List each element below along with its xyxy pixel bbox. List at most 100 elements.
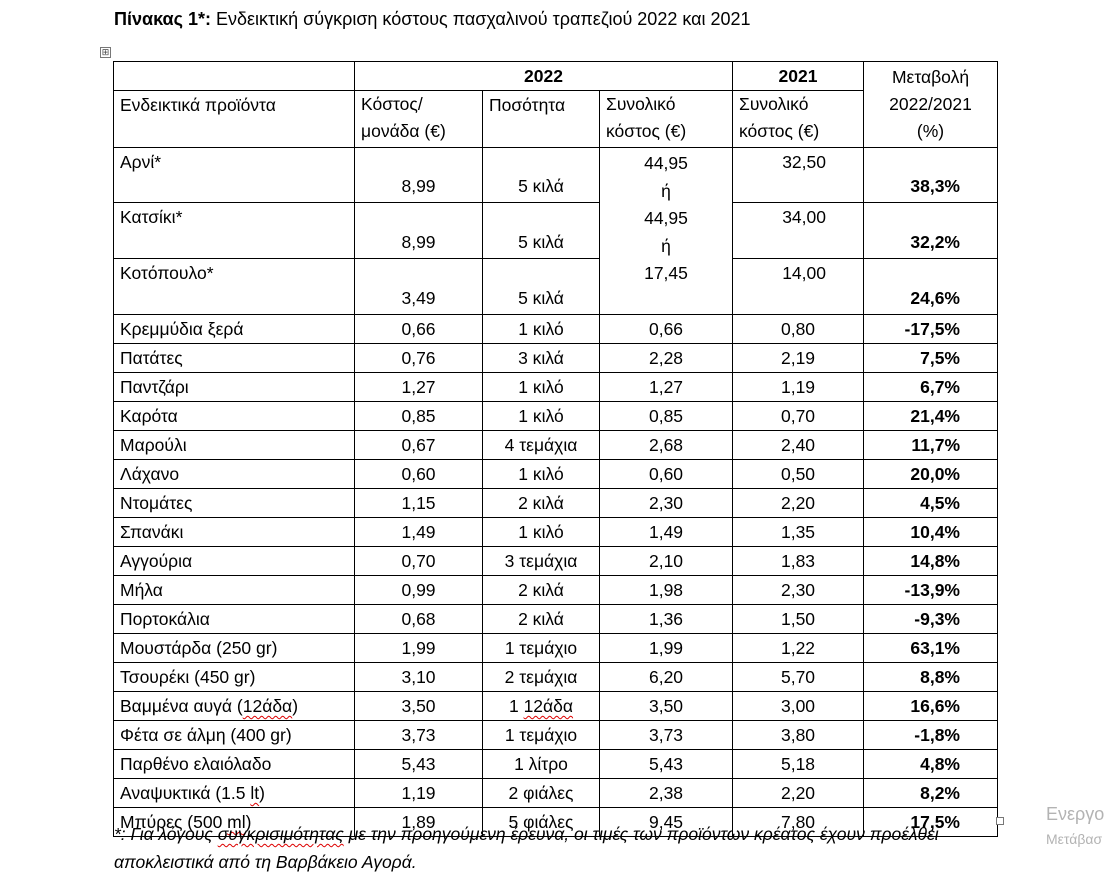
product-name: Σπανάκι — [113, 517, 355, 547]
meat-total-2021: 14,00 — [732, 258, 864, 315]
product-name: Κρεμμύδια ξερά — [113, 314, 355, 344]
quantity: 1 κιλό — [482, 459, 600, 489]
unit-cost: 3,10 — [354, 662, 483, 692]
change-percent: 14,8% — [863, 546, 998, 576]
total-2022: 6,20 — [599, 662, 733, 692]
product-name: Λάχανο — [113, 459, 355, 489]
meat-unit-cost: 8,99 — [354, 147, 483, 203]
product-name: Μπύρες (500 ml) — [113, 807, 355, 837]
unit-cost: 0,67 — [354, 430, 483, 460]
product-name: Μουστάρδα (250 gr) — [113, 633, 355, 663]
total-2022: 0,85 — [599, 401, 733, 431]
quantity: 2 φιάλες — [482, 778, 600, 808]
spellcheck-mark: 12άδα — [523, 696, 574, 716]
meat-name: Αρνί* — [113, 147, 355, 203]
change-percent: 6,7% — [863, 372, 998, 402]
change-percent: -17,5% — [863, 314, 998, 344]
total-2022: 5,43 — [599, 749, 733, 779]
meat-name: Κατσίκι* — [113, 202, 355, 259]
unit-cost: 0,85 — [354, 401, 483, 431]
table-move-handle-icon[interactable]: ⊞ — [100, 47, 111, 58]
header-quantity-label: Ποσότητα — [489, 95, 566, 115]
product-name: Φέτα σε άλμη (400 gr) — [113, 720, 355, 750]
table-row: Πορτοκάλια 0,68 2 κιλά 1,36 1,50 -9,3% — [113, 604, 998, 634]
meat-total-2021: 34,00 — [732, 202, 864, 259]
total-2021: 0,80 — [732, 314, 864, 344]
meat-total-2022-line: 44,95 — [644, 153, 688, 173]
table-resize-handle[interactable] — [996, 817, 1004, 825]
meat-row: Κοτόπουλο* 3,49 5 κιλά 14,00 24,6% — [113, 258, 998, 315]
spellcheck-mark: lt — [250, 783, 260, 803]
unit-cost: 0,76 — [354, 343, 483, 373]
meat-total-2021: 32,50 — [732, 147, 864, 203]
table-row: Τσουρέκι (450 gr) 3,10 2 τεμάχια 6,20 5,70 8,… — [113, 662, 998, 692]
quantity: 1 κιλό — [482, 517, 600, 547]
quantity: 3 τεμάχια — [482, 546, 600, 576]
meat-change: 24,6% — [863, 258, 998, 315]
total-2022: 3,50 — [599, 691, 733, 721]
header-total-2022-l2: κόστος (€) — [606, 121, 687, 141]
total-2021: 3,80 — [732, 720, 864, 750]
total-2022: 3,73 — [599, 720, 733, 750]
total-2021: 0,70 — [732, 401, 864, 431]
header-products: Ενδεικτικά προϊόντα — [113, 90, 355, 148]
table-row: Αγγούρια 0,70 3 τεμάχια 2,10 1,83 14,8% — [113, 546, 998, 576]
quantity: 2 κιλά — [482, 488, 600, 518]
total-2021: 1,50 — [732, 604, 864, 634]
activation-watermark-line2: Μετάβασ — [1046, 831, 1103, 847]
unit-cost: 0,66 — [354, 314, 483, 344]
product-name: Πατάτες — [113, 343, 355, 373]
product-name: Βαμμένα αυγά (12άδα) — [113, 691, 355, 721]
unit-cost: 0,70 — [354, 546, 483, 576]
change-percent: 16,6% — [863, 691, 998, 721]
meat-unit-cost: 8,99 — [354, 202, 483, 259]
product-name: Ντομάτες — [113, 488, 355, 518]
header-year-2021: 2021 — [732, 61, 864, 91]
unit-cost: 1,99 — [354, 633, 483, 663]
change-percent: 7,5% — [863, 343, 998, 373]
table-row: Αναψυκτικά (1.5 lt) 1,19 2 φιάλες 2,38 2,20 8… — [113, 778, 998, 808]
quantity: 1 κιλό — [482, 372, 600, 402]
product-name: Μαρούλι — [113, 430, 355, 460]
header-quantity: Ποσότητα — [482, 90, 600, 148]
product-name: Παντζάρι — [113, 372, 355, 402]
change-percent: -1,8% — [863, 720, 998, 750]
meat-change: 38,3% — [863, 147, 998, 203]
quantity: 2 κιλά — [482, 575, 600, 605]
change-percent: 4,8% — [863, 749, 998, 779]
total-2021: 2,40 — [732, 430, 864, 460]
total-2022: 1,49 — [599, 517, 733, 547]
header-total-2021-l1: Συνολικό — [739, 94, 809, 114]
total-2022: 2,28 — [599, 343, 733, 373]
total-2021: 2,20 — [732, 488, 864, 518]
quantity: 1 λίτρο — [482, 749, 600, 779]
meat-total-2022-line: ή — [661, 180, 671, 201]
total-2021: 1,19 — [732, 372, 864, 402]
total-2022: 2,38 — [599, 778, 733, 808]
change-percent: -9,3% — [863, 604, 998, 634]
total-2021: 2,19 — [732, 343, 864, 373]
caption-text: Ενδεικτική σύγκριση κόστους πασχαλινού τ… — [210, 9, 751, 29]
meat-quantity: 5 κιλά — [482, 202, 600, 259]
spellcheck-mark: 12άδα — [242, 696, 293, 716]
total-2022: 2,68 — [599, 430, 733, 460]
unit-cost: 3,73 — [354, 720, 483, 750]
header-products-label: Ενδεικτικά προϊόντα — [120, 95, 276, 115]
table-row: Λάχανο 0,60 1 κιλό 0,60 0,50 20,0% — [113, 459, 998, 489]
product-name: Αγγούρια — [113, 546, 355, 576]
spellcheck-mark: ml — [227, 812, 246, 832]
meat-row: Αρνί* 8,99 5 κιλά 44,95 ή 44,95 ή 17,45 … — [113, 147, 998, 315]
product-name: Καρότα — [113, 401, 355, 431]
quantity: 5 φιάλες — [482, 807, 600, 837]
total-2021: 1,22 — [732, 633, 864, 663]
header-year-2022: 2022 — [354, 61, 733, 91]
quantity: 2 τεμάχια — [482, 662, 600, 692]
table-row: Μουστάρδα (250 gr) 1,99 1 τεμάχιο 1,99 1,22 6… — [113, 633, 998, 663]
change-percent: 11,7% — [863, 430, 998, 460]
total-2022: 1,27 — [599, 372, 733, 402]
total-2021: 2,20 — [732, 778, 864, 808]
unit-cost: 0,60 — [354, 459, 483, 489]
change-percent: -13,9% — [863, 575, 998, 605]
product-name: Παρθένο ελαιόλαδο — [113, 749, 355, 779]
change-percent: 8,8% — [863, 662, 998, 692]
